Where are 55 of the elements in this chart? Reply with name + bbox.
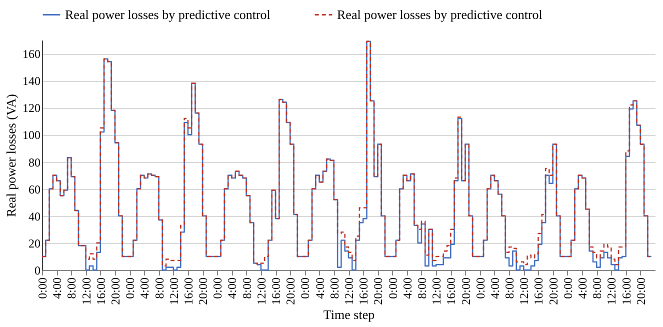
x-tick-label: 12:00 xyxy=(79,278,94,305)
y-tick-label: 40 xyxy=(28,209,40,224)
x-tick-label: 8:00 xyxy=(590,278,604,299)
x-tick-label: 4:00 xyxy=(312,278,327,299)
y-tick-label: 140 xyxy=(22,74,40,88)
x-tick-label: 20:00 xyxy=(284,278,298,305)
x-tick-label: 8:00 xyxy=(327,278,342,299)
y-tick-label: 80 xyxy=(28,155,40,170)
x-tick-label: 16:00 xyxy=(619,278,634,305)
y-axis-title: Real power losses (VA) xyxy=(4,94,18,217)
x-tick-label: 12:00 xyxy=(342,278,356,305)
x-tick-label: 8:00 xyxy=(414,278,429,299)
x-tick-label: 20:00 xyxy=(108,278,122,305)
x-tick-label: 12:00 xyxy=(166,278,181,305)
x-tick-label: 0:00 xyxy=(560,278,575,299)
x-tick-label: 12:00 xyxy=(604,278,619,305)
x-tick-label: 16:00 xyxy=(532,278,546,305)
x-tick-label: 4:00 xyxy=(225,278,240,299)
y-tick-label: 120 xyxy=(22,101,40,116)
x-tick-label: 16:00 xyxy=(444,278,458,305)
x-axis-title: Time step xyxy=(323,306,375,322)
y-tick-label: 160 xyxy=(22,47,40,62)
x-tick-label: 20:00 xyxy=(196,278,210,305)
x-tick-label: 16:00 xyxy=(181,278,196,305)
x-tick-label: 4:00 xyxy=(400,278,414,299)
x-tick-label: 4:00 xyxy=(138,278,152,299)
x-tick-label: 0:00 xyxy=(210,278,225,299)
x-tick-label: 16:00 xyxy=(356,278,371,305)
x-tick-label: 8:00 xyxy=(64,278,79,299)
x-tick-label: 20:00 xyxy=(634,278,648,305)
x-tick-label: 0:00 xyxy=(123,278,138,299)
x-tick-label: 4:00 xyxy=(576,278,590,299)
x-tick-label: 0:00 xyxy=(298,278,312,299)
x-tick-label: 16:00 xyxy=(269,278,284,305)
x-tick-label: 8:00 xyxy=(240,278,254,299)
x-tick-label: 12:00 xyxy=(430,278,444,305)
x-tick-label: 8:00 xyxy=(152,278,166,299)
x-tick-label: 0:00 xyxy=(36,278,50,299)
x-tick-label: 4:00 xyxy=(50,278,64,299)
x-tick-label: 16:00 xyxy=(94,278,108,305)
x-tick-label: 12:00 xyxy=(254,278,268,305)
x-tick-label: 0:00 xyxy=(386,278,400,299)
y-tick-label: 0 xyxy=(34,264,40,278)
y-tick-label: 100 xyxy=(22,128,40,142)
x-tick-label: 20:00 xyxy=(546,278,560,305)
x-tick-label: 20:00 xyxy=(458,278,473,305)
x-tick-label: 12:00 xyxy=(517,278,532,305)
x-tick-label: 8:00 xyxy=(502,278,517,299)
legend-label: Real power losses by predictive control xyxy=(65,6,271,22)
x-tick-label: 0:00 xyxy=(473,278,488,299)
y-tick-label: 60 xyxy=(28,182,40,196)
legend-label: Real power losses by predictive control xyxy=(337,6,543,22)
x-tick-label: 4:00 xyxy=(488,278,502,299)
x-tick-label: 20:00 xyxy=(371,278,386,305)
y-tick-label: 20 xyxy=(28,236,40,250)
